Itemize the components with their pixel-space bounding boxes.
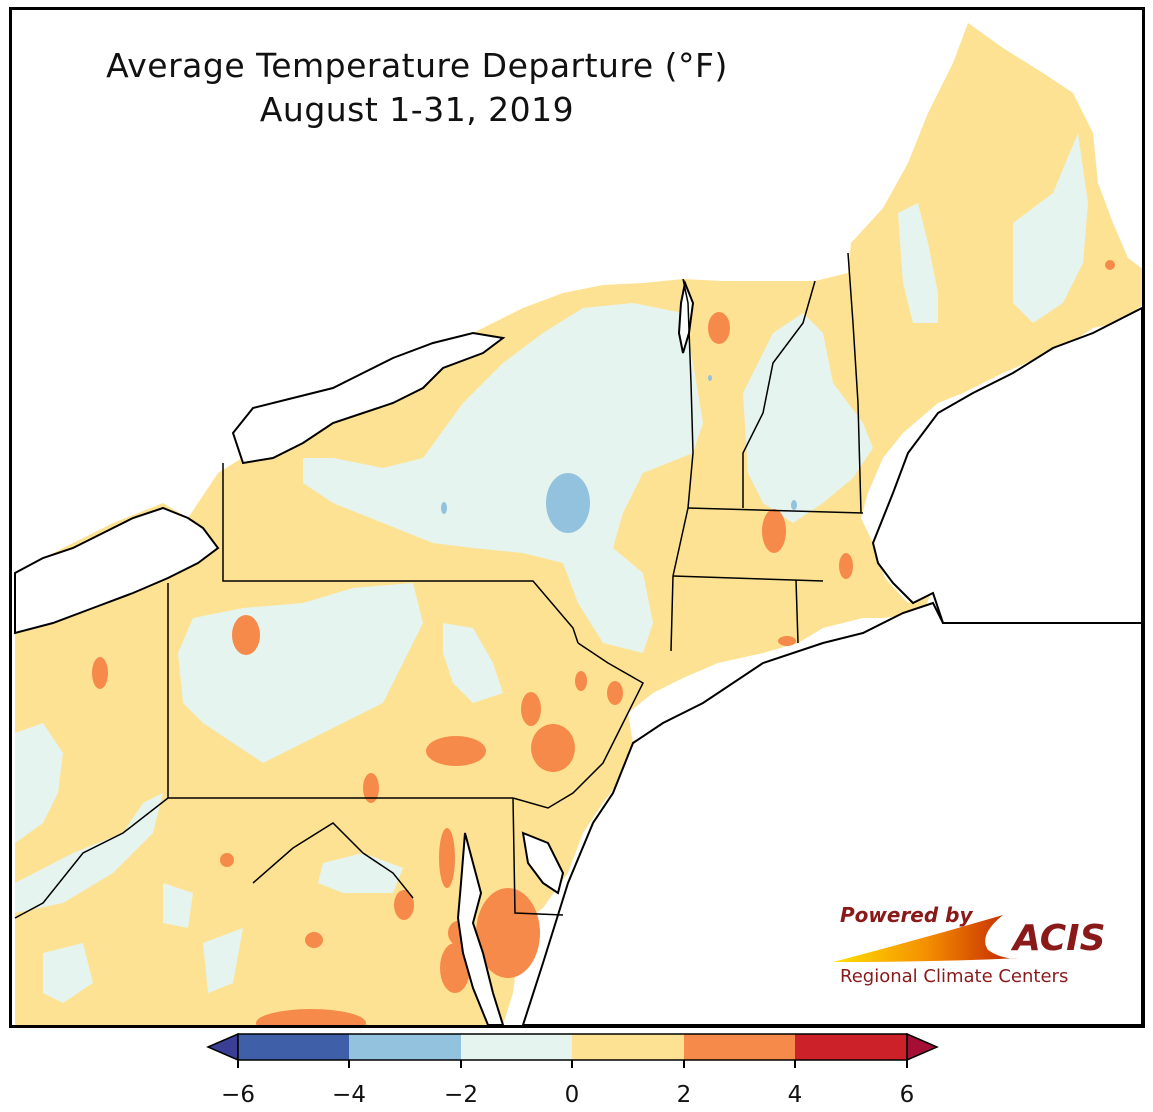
- va-md-border: [252, 822, 414, 899]
- colorbar-tick-label: 4: [788, 1082, 803, 1108]
- ct-ri-border: [795, 579, 799, 644]
- lake-ontario: [231, 331, 506, 465]
- pa-nj-border: [512, 642, 644, 809]
- powered-by-text: Powered by: [840, 903, 973, 927]
- ma-south-border: [672, 575, 824, 582]
- colorbar-tick-label: −4: [332, 1082, 366, 1108]
- colorbar-bin: [238, 1034, 349, 1060]
- vt-nh-border: [742, 280, 816, 508]
- logo-swoosh: [833, 915, 1018, 962]
- colorbar-tick-label: 6: [900, 1082, 915, 1108]
- acis-logo: Powered by ACIS Regional Climate Centers: [833, 903, 1106, 987]
- chesapeake-bay: [456, 832, 505, 1025]
- cool-near-normal-areas: [15, 133, 1088, 1003]
- ma-north-border: [687, 507, 864, 514]
- wv-md-border: [14, 797, 169, 919]
- ny-pa-border: [222, 463, 579, 644]
- temperature-departure-map: [14, 23, 1142, 1025]
- colorbar-bin: [795, 1034, 907, 1060]
- gulf-of-maine: [871, 306, 1142, 624]
- colorbar-bin: [572, 1034, 684, 1060]
- map-subtitle: August 1-31, 2019: [259, 90, 575, 129]
- map-frame: Average Temperature Departure (°F) Augus…: [9, 7, 1145, 1028]
- lake-erie: [14, 506, 220, 635]
- cool-anomaly-areas: [441, 375, 797, 533]
- colorbar-bin: [461, 1034, 572, 1060]
- colorbar-bin: [684, 1034, 795, 1060]
- acis-brand-text: ACIS: [1010, 918, 1106, 959]
- colorbar-tick-label: −2: [444, 1082, 478, 1108]
- state-borders: [14, 252, 864, 919]
- colorbar-ticks: [237, 1060, 908, 1068]
- nh-me-border: [847, 252, 862, 514]
- delaware-bay: [521, 831, 565, 895]
- colorbar-tick-label: 0: [565, 1082, 580, 1108]
- map-title: Average Temperature Departure (°F): [106, 46, 728, 85]
- ct-ny-border: [670, 575, 674, 652]
- lake-champlain: [677, 279, 695, 354]
- colorbar-under-arrow: [206, 1032, 239, 1062]
- colorbar-tick-label: 2: [677, 1082, 692, 1108]
- regional-climate-centers-text: Regional Climate Centers: [840, 966, 1068, 987]
- colorbar-bin: [349, 1034, 461, 1060]
- warm-anomaly-areas: [92, 260, 1115, 1025]
- md-de-border: [512, 797, 564, 916]
- colorbar-over-arrow: [906, 1032, 939, 1062]
- colorbar-legend: −6 −4 −2 0 2 4 6: [206, 1032, 939, 1108]
- ny-vt-border: [672, 278, 694, 577]
- water-bodies: [14, 279, 1142, 1025]
- colorbar-tick-label: −6: [221, 1082, 255, 1108]
